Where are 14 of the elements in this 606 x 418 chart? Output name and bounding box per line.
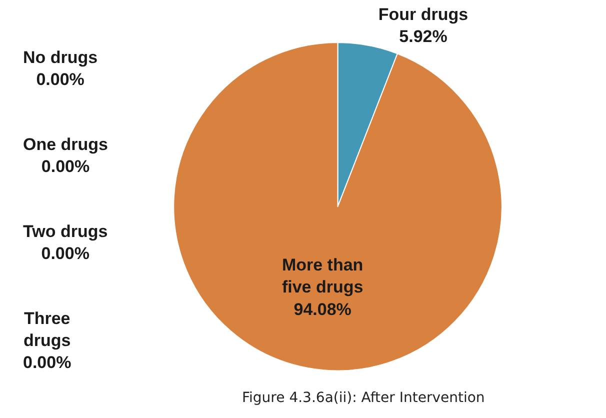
caption: Figure 4.3.6a(ii): After Intervention: [242, 390, 485, 406]
text: 0.00%: [41, 157, 90, 176]
pie-slice: [173, 42, 502, 371]
data-label: 94.08%: [294, 300, 352, 319]
text: 0.00%: [36, 70, 84, 90]
category-label: Two drugs: [23, 222, 108, 241]
category-label: One drugs: [23, 135, 108, 154]
category-label: Three drugs: [23, 309, 71, 350]
text: 0.00%: [23, 353, 72, 372]
category-label: No drugs: [23, 48, 98, 67]
slice-label: More than five drugs: [282, 256, 364, 297]
text: 0.00%: [41, 244, 90, 264]
data-label: 5.92%: [399, 26, 448, 46]
slice-label: Four drugs: [378, 4, 468, 24]
